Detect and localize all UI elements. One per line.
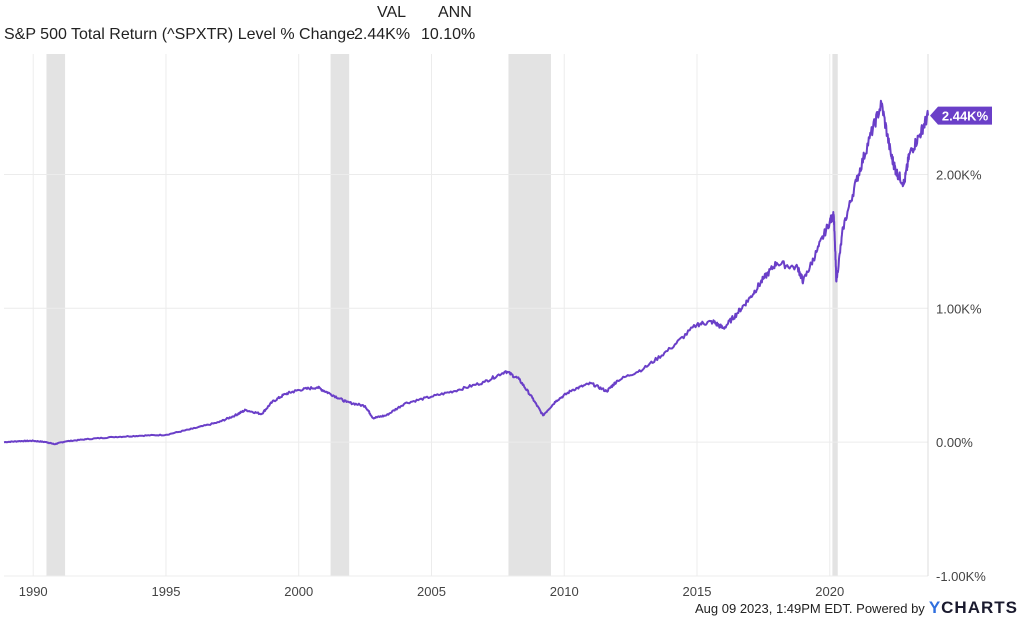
last-value-badge-label: 2.44K% (942, 109, 989, 124)
footer: Aug 09 2023, 1:49PM EDT. Powered by YCHA… (695, 598, 1018, 618)
ycharts-logo[interactable]: YCHARTS (929, 598, 1018, 618)
footer-timestamp: Aug 09 2023, 1:49PM EDT. Powered by (695, 600, 925, 616)
series-layer (3, 99, 929, 446)
last-value-badge (930, 106, 992, 125)
y-tick-label-2: 1.00K% (936, 301, 982, 316)
x-tick-label-1: 1995 (152, 584, 181, 599)
recession-band-0 (46, 54, 66, 576)
y-tick-label-0: -1.00K% (936, 569, 986, 584)
recession-band-1 (330, 54, 350, 576)
recession-bands (46, 54, 838, 576)
legend-col-ann: ANN (438, 4, 472, 21)
ycharts-logo-rest: CHARTS (941, 598, 1018, 617)
x-tick-label-5: 2015 (683, 584, 712, 599)
legend-col-val: VAL (377, 4, 407, 21)
x-tick-label-2: 2000 (284, 584, 313, 599)
x-tick-label-6: 2020 (815, 584, 844, 599)
y-axis-ticks: -1.00K% 0.00% 1.00K% 2.00K% (936, 167, 986, 584)
legend-series-ann: 10.10% (421, 26, 476, 43)
last-value-badge-group: 2.44K% (930, 106, 992, 125)
y-tick-label-3: 2.00K% (936, 167, 982, 182)
series-line-0[interactable] (3, 99, 929, 446)
x-tick-label-3: 2005 (417, 584, 446, 599)
legend-series-val: 2.44K% (354, 26, 411, 43)
x-tick-label-4: 2010 (550, 584, 579, 599)
gridlines (4, 54, 929, 577)
legend-series-name[interactable]: S&P 500 Total Return (^SPXTR) Level % Ch… (4, 26, 356, 43)
ycharts-logo-y: Y (928, 598, 942, 617)
y-tick-label-1: 0.00% (936, 435, 973, 450)
recession-band-3 (832, 54, 838, 576)
recession-band-2 (508, 54, 551, 576)
x-axis-ticks: 1990 1995 2000 2005 2010 2015 2020 (19, 584, 844, 599)
x-tick-label-0: 1990 (19, 584, 48, 599)
